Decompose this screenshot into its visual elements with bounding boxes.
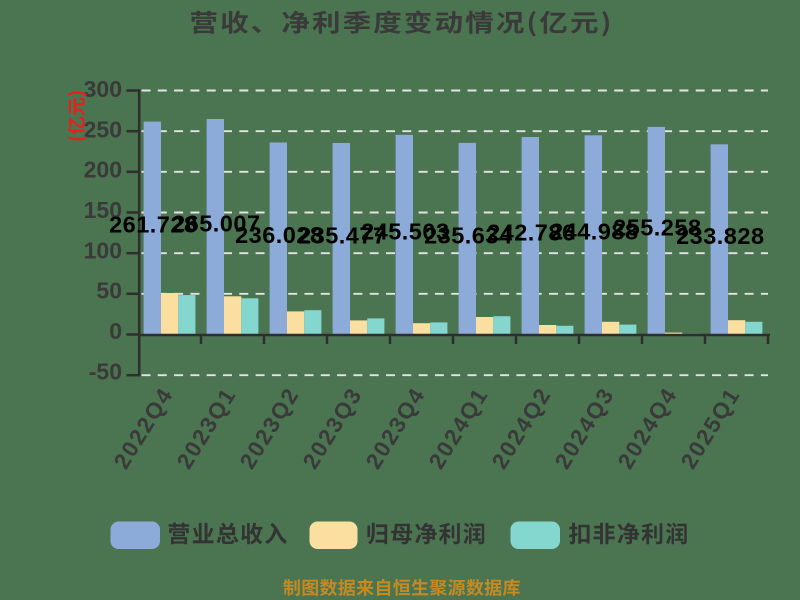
svg-text:2022Q4: 2022Q4	[109, 383, 178, 473]
svg-text:2023Q3: 2023Q3	[298, 383, 367, 473]
svg-text:2023Q4: 2023Q4	[361, 383, 430, 473]
svg-text:244.988: 244.988	[550, 219, 638, 245]
svg-text:2024Q2: 2024Q2	[487, 383, 556, 473]
svg-text:300: 300	[84, 76, 122, 102]
svg-text:236.028: 236.028	[235, 222, 323, 248]
svg-text:2023Q2: 2023Q2	[235, 383, 304, 473]
svg-text:245.503: 245.503	[361, 218, 449, 244]
svg-text:50: 50	[96, 278, 122, 304]
svg-text:2024Q3: 2024Q3	[550, 383, 619, 473]
svg-text:255.258: 255.258	[613, 214, 701, 240]
svg-text:2024Q1: 2024Q1	[424, 383, 493, 473]
svg-text:233.828: 233.828	[676, 223, 764, 249]
svg-text:250: 250	[84, 116, 122, 142]
svg-text:2025Q1: 2025Q1	[676, 383, 745, 473]
svg-text:200: 200	[84, 157, 122, 183]
svg-text:0: 0	[109, 318, 122, 344]
svg-text:-50: -50	[89, 358, 122, 384]
svg-text:242.786: 242.786	[487, 219, 575, 245]
svg-text:2023Q1: 2023Q1	[172, 383, 241, 473]
svg-text:100: 100	[84, 237, 122, 263]
svg-text:235.477: 235.477	[298, 222, 386, 248]
svg-text:235.634: 235.634	[424, 222, 512, 248]
svg-text:2024Q4: 2024Q4	[613, 383, 682, 473]
svg-text:150: 150	[84, 197, 122, 223]
svg-text:265.007: 265.007	[172, 210, 260, 236]
svg-text:261.728: 261.728	[109, 212, 197, 238]
